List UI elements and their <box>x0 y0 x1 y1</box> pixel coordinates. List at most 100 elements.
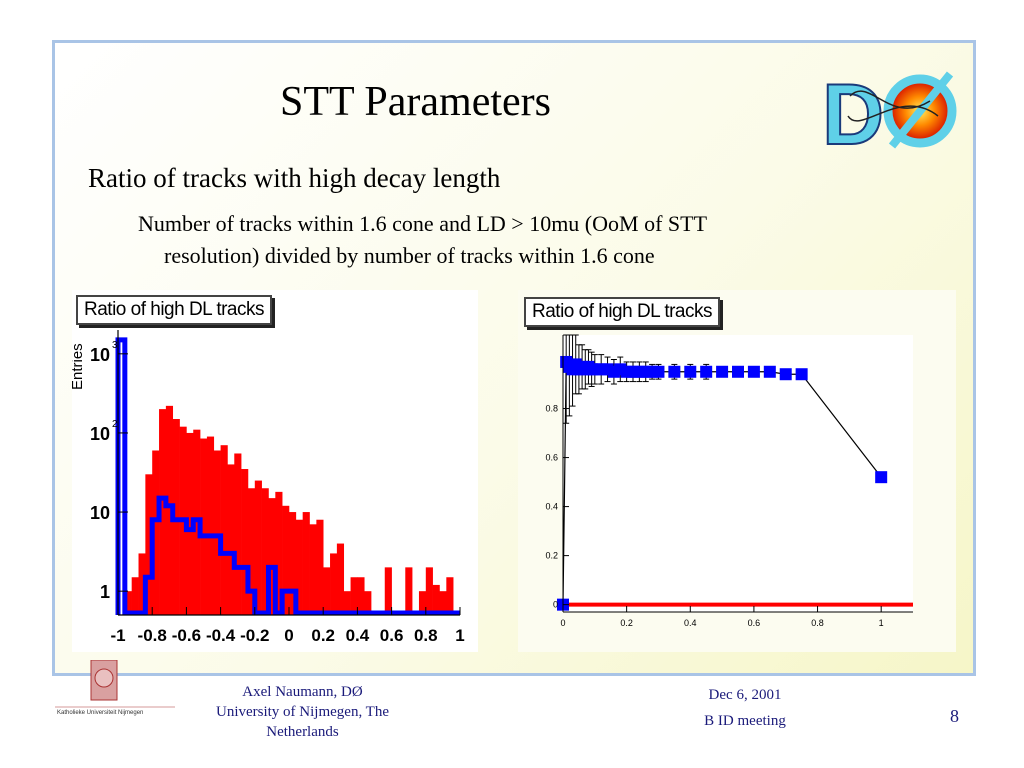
histogram-bar-red <box>364 591 372 615</box>
histogram-bar-red <box>316 519 324 615</box>
histogram-bar-red <box>247 488 256 615</box>
ratio-y-tick-label: 0.8 <box>545 404 558 414</box>
ratio-x-tick-label: 0.4 <box>684 618 697 628</box>
histogram-bar-red <box>241 469 249 615</box>
histogram-bar-red <box>131 577 139 615</box>
histogram-bar-red <box>234 453 242 615</box>
ratio-x-tick-label: 1 <box>879 618 884 628</box>
ratio-point <box>763 365 776 378</box>
histogram-bar-red <box>206 436 215 615</box>
ratio-x-tick-label: 0.6 <box>748 618 761 628</box>
logo-text: DØ <box>820 66 822 67</box>
histogram-y-tick-label: 10 <box>90 424 110 444</box>
histogram-bar-red <box>159 409 167 615</box>
footer-date: Dec 6, 2001 B ID meeting <box>670 682 820 734</box>
histogram-bar-red <box>152 450 160 615</box>
ratio-point <box>747 365 760 378</box>
footer-author: Axel Naumann, DØ University of Nijmegen,… <box>190 682 415 742</box>
histogram-bar-red <box>275 491 283 615</box>
slide-description: Number of tracks within 1.6 cone and LD … <box>130 208 890 272</box>
histogram-x-tick-label: 0.4 <box>346 626 370 645</box>
histogram-bar-red <box>432 584 440 615</box>
histogram-bar-red <box>446 577 454 615</box>
histogram-x-tick-label: 0 <box>284 626 293 645</box>
ratio-point <box>716 365 729 378</box>
histogram-y-tick-exponent: 2 <box>112 419 118 430</box>
histogram-bar-red <box>425 567 433 615</box>
histogram-bar-red <box>145 474 153 615</box>
ratio-point <box>652 365 665 378</box>
ratio-y-tick-label: 0.4 <box>545 502 558 512</box>
ratio-point <box>700 365 713 378</box>
histogram-bar-red <box>343 591 351 615</box>
histogram-bar-red <box>227 464 235 615</box>
event-text: B ID meeting <box>704 713 786 729</box>
histogram-y-tick-label: 10 <box>90 503 110 523</box>
histogram-y-tick-label: 10 <box>90 345 110 365</box>
slide-title: STT Parameters <box>280 79 551 125</box>
histogram-bar-red <box>418 591 427 615</box>
ratio-x-tick-label: 0.2 <box>620 618 633 628</box>
histogram-bar-red <box>261 488 269 615</box>
histogram-y-tick-exponent: 3 <box>112 340 118 351</box>
histogram-bar-red <box>439 591 447 615</box>
histogram-bar-red <box>220 445 228 615</box>
author-line-3: Netherlands <box>266 724 339 740</box>
author-line-1: Axel Naumann, DØ <box>242 684 363 700</box>
histogram-bar-red <box>309 524 317 615</box>
histogram-bar-red <box>172 419 180 615</box>
date-text: Dec 6, 2001 <box>708 687 782 703</box>
histogram-x-tick-label: 1 <box>455 626 464 645</box>
d0-logo: D DØ <box>820 66 957 156</box>
histogram-x-tick-label: -1 <box>110 626 125 645</box>
histogram-bar-red <box>336 543 345 615</box>
histogram-x-tick-label: -0.2 <box>240 626 269 645</box>
histogram-bar-red <box>282 505 290 615</box>
histogram-bar-red <box>323 567 331 615</box>
histogram-bar-red <box>165 405 174 615</box>
histogram-bar-red <box>289 512 297 615</box>
ratio-x-tick-label: 0.8 <box>811 618 824 628</box>
histogram-x-tick-label: -0.4 <box>206 626 236 645</box>
histogram-bar-red <box>384 567 392 615</box>
histogram-bar-red <box>138 553 146 615</box>
histogram-bar-red <box>302 512 310 615</box>
ratio-point <box>779 368 792 381</box>
histogram-bar-red <box>213 450 221 615</box>
histogram-bar-red <box>295 519 303 615</box>
description-line-2: resolution) divided by number of tracks … <box>164 243 655 268</box>
university-logo: Katholieke Universiteit Nijmegen <box>55 660 175 716</box>
ratio-chart: 0 0.2 0.4 0.6 0.8 1 0 0.2 0.4 0.6 0.8 <box>545 334 913 628</box>
histogram-bar-red <box>124 591 132 615</box>
ratio-panel: 0 0.2 0.4 0.6 0.8 1 0 0.2 0.4 0.6 0.8 Ratio of hig… <box>518 290 956 652</box>
ratio-y-tick-label: 0.2 <box>545 551 558 561</box>
histogram-x-tick-label: -0.6 <box>172 626 201 645</box>
histogram-bar-red <box>186 432 194 615</box>
description-line-1: Number of tracks within 1.6 cone and LD … <box>138 211 708 236</box>
slide-subtitle: Ratio of tracks with high decay length <box>88 163 501 193</box>
histogram-bar-red <box>193 429 201 615</box>
histogram-panel: -1 -0.8 -0.6 -0.4 -0.2 0 0.2 0.4 0.6 0.8 1 1 10 10 2 10… <box>69 290 478 652</box>
ratio-y-tick-label: 0.6 <box>545 453 558 463</box>
ratio-point <box>732 365 744 378</box>
ratio-x-tick-label: 0 <box>560 618 565 628</box>
histogram-bar-red <box>268 498 276 615</box>
histogram-bar-red <box>350 577 358 615</box>
histogram-bar-red <box>330 553 338 615</box>
page-number: 8 <box>950 706 959 726</box>
ratio-point <box>684 365 697 378</box>
ratio-y-tick-label: 0 <box>553 600 558 610</box>
histogram-bar-red <box>357 577 365 615</box>
histogram-y-label: Entries <box>72 343 86 390</box>
svg-text:D: D <box>822 67 884 156</box>
ratio-point <box>795 368 808 381</box>
ratio-title: Ratio of high DL tracks <box>524 297 720 327</box>
histogram-x-tick-label: -0.8 <box>138 626 167 645</box>
histogram-bar-red <box>254 480 262 615</box>
histogram-x-tick-label: 0.2 <box>311 626 335 645</box>
histogram-y-tick-label: 1 <box>100 582 110 602</box>
histogram-bar-red <box>200 438 208 615</box>
author-line-2: University of Nijmegen, The <box>215 704 390 720</box>
histogram-x-tick-label: 0.6 <box>380 626 404 645</box>
